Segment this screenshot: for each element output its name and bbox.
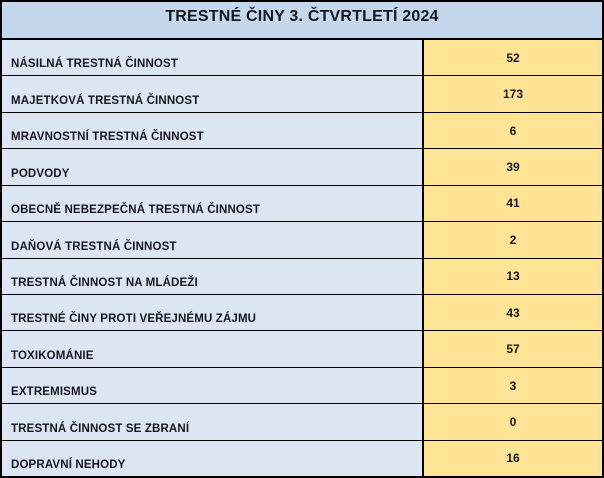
value-cell: 57	[422, 331, 602, 367]
value-cell: 13	[422, 258, 602, 294]
table-row: OBECNĚ NEBEZPEČNÁ TRESTNÁ ČINNOST 41	[2, 184, 602, 222]
page-title: TRESTNÉ ČINY 3. ČTVRTLETÍ 2024	[165, 8, 439, 25]
table-header: TRESTNÉ ČINY 3. ČTVRTLETÍ 2024	[2, 2, 602, 40]
value-cell: 41	[422, 185, 602, 222]
value-cell: 6	[422, 112, 602, 149]
category-cell: NÁSILNÁ TRESTNÁ ČINNOST	[2, 40, 422, 76]
value-cell: 16	[422, 440, 602, 477]
table-body: NÁSILNÁ TRESTNÁ ČINNOST 52 MAJETKOVÁ TRE…	[2, 40, 602, 477]
value-cell: 0	[422, 404, 602, 440]
value-cell: 173	[422, 76, 602, 112]
table-row: DAŇOVÁ TRESTNÁ ČINNOST 2	[2, 221, 602, 258]
table-row: TRESTNÁ ČINNOST SE ZBRANÍ 0	[2, 403, 602, 440]
category-cell: TRESTNÁ ČINNOST SE ZBRANÍ	[2, 404, 422, 440]
category-cell: EXTREMISMUS	[2, 367, 422, 404]
category-cell: TOXIKOMÁNIE	[2, 331, 422, 367]
value-cell: 52	[422, 40, 602, 76]
table-row: EXTREMISMUS 3	[2, 366, 602, 404]
category-cell: PODVODY	[2, 149, 422, 185]
table-row: TOXIKOMÁNIE 57	[2, 330, 602, 367]
table-row: DOPRAVNÍ NEHODY 16	[2, 439, 602, 477]
category-cell: TRESTNÁ ČINNOST NA MLÁDEŽI	[2, 258, 422, 294]
category-cell: MAJETKOVÁ TRESTNÁ ČINNOST	[2, 76, 422, 112]
table-row: TRESTNÁ ČINNOST NA MLÁDEŽI 13	[2, 257, 602, 294]
category-cell: DAŇOVÁ TRESTNÁ ČINNOST	[2, 222, 422, 258]
value-cell: 2	[422, 222, 602, 258]
category-cell: TRESTNÉ ČINY PROTI VEŘEJNÉMU ZÁJMU	[2, 294, 422, 331]
table-row: PODVODY 39	[2, 148, 602, 185]
value-cell: 39	[422, 149, 602, 185]
category-cell: OBECNĚ NEBEZPEČNÁ TRESTNÁ ČINNOST	[2, 185, 422, 222]
table-row: TRESTNÉ ČINY PROTI VEŘEJNÉMU ZÁJMU 43	[2, 293, 602, 331]
value-cell: 43	[422, 294, 602, 331]
value-cell: 3	[422, 367, 602, 404]
table-row: NÁSILNÁ TRESTNÁ ČINNOST 52	[2, 40, 602, 76]
table-row: MRAVNOSTNÍ TRESTNÁ ČINNOST 6	[2, 111, 602, 149]
table-row: MAJETKOVÁ TRESTNÁ ČINNOST 173	[2, 75, 602, 112]
category-cell: MRAVNOSTNÍ TRESTNÁ ČINNOST	[2, 112, 422, 149]
category-cell: DOPRAVNÍ NEHODY	[2, 440, 422, 477]
